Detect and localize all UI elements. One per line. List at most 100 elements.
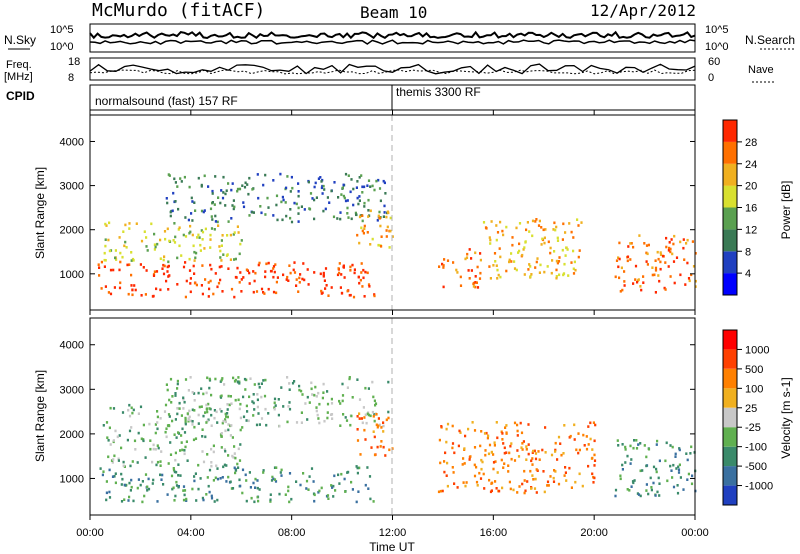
heatmap-cell: [145, 245, 148, 248]
heatmap-cell: [279, 172, 282, 176]
heatmap-cell: [152, 447, 155, 451]
heatmap-cell: [166, 265, 169, 269]
heatmap-cell: [343, 477, 346, 481]
heatmap-cell: [236, 462, 239, 466]
heatmap-cell: [289, 208, 292, 211]
heatmap-cell: [332, 484, 335, 488]
heatmap-cell: [342, 183, 345, 187]
heatmap-cell: [269, 498, 272, 502]
heatmap-cell: [587, 464, 590, 468]
heatmap-cell: [543, 490, 546, 494]
heatmap-cell: [262, 291, 265, 294]
heatmap-cell: [188, 409, 191, 413]
heatmap-cell: [363, 224, 366, 228]
heatmap-cell: [195, 283, 198, 287]
heatmap-cell: [355, 465, 358, 468]
heatmap-cell: [103, 265, 106, 268]
heatmap-cell: [314, 385, 317, 389]
heatmap-cell: [502, 442, 505, 445]
heatmap-cell: [119, 260, 122, 264]
colorbar-tick-label: 16: [745, 203, 757, 215]
heatmap-cell: [638, 234, 641, 237]
heatmap-cell: [175, 436, 178, 439]
heatmap-cell: [273, 466, 277, 469]
heatmap-cell: [219, 380, 222, 383]
heatmap-cell: [130, 273, 133, 277]
heatmap-cell: [452, 471, 455, 474]
heatmap-cell: [642, 281, 645, 284]
heatmap-cell: [199, 249, 202, 252]
heatmap-cell: [236, 266, 239, 270]
heatmap-cell: [238, 478, 241, 482]
cpid-segment-2: themis 3300 RF: [396, 85, 481, 99]
heatmap-cell: [121, 255, 124, 259]
heatmap-cell: [241, 491, 244, 495]
heatmap-cell: [243, 377, 247, 381]
heatmap-cell: [379, 224, 382, 228]
heatmap-cell: [122, 230, 125, 233]
heatmap-cell: [207, 484, 210, 488]
heatmap-cell: [295, 421, 299, 424]
heatmap-cell: [581, 484, 584, 488]
heatmap-cell: [287, 405, 290, 408]
power-colorbar-label: Power [dB]: [779, 181, 793, 240]
heatmap-cell: [293, 201, 296, 205]
heatmap-cell: [673, 281, 676, 285]
heatmap-cell: [329, 413, 333, 416]
heatmap-cell: [188, 415, 191, 419]
heatmap-cell: [521, 482, 524, 486]
heatmap-cell: [367, 487, 370, 490]
heatmap-cell: [207, 185, 210, 188]
heatmap-cell: [488, 478, 491, 482]
heatmap-cell: [535, 218, 538, 221]
heatmap-cell: [665, 236, 668, 240]
heatmap-cell: [206, 376, 209, 380]
heatmap-cell: [193, 250, 196, 254]
heatmap-cell: [260, 382, 263, 385]
heatmap-cell: [624, 445, 627, 449]
heatmap-cell: [180, 254, 183, 257]
heatmap-cell: [249, 377, 252, 380]
heatmap-cell: [640, 288, 643, 292]
heatmap-cell: [520, 446, 523, 449]
heatmap-cell: [342, 413, 345, 416]
heatmap-cell: [202, 392, 205, 396]
heatmap-cell: [156, 242, 159, 246]
heatmap-cell: [468, 458, 471, 461]
heatmap-cell: [377, 243, 380, 247]
heatmap-cell: [137, 478, 140, 481]
heatmap-cell: [298, 384, 301, 388]
heatmap-cell: [687, 277, 691, 280]
heatmap-cell: [210, 464, 213, 468]
heatmap-cell: [367, 283, 371, 286]
heatmap-cell: [210, 393, 213, 397]
heatmap-cell: [317, 417, 320, 420]
heatmap-cell: [288, 401, 291, 404]
heatmap-cell: [185, 497, 188, 501]
heatmap-cell: [629, 258, 632, 261]
heatmap-cell: [200, 183, 203, 187]
heatmap-cell: [189, 224, 192, 228]
heatmap-cell: [659, 267, 662, 271]
heatmap-cell: [674, 455, 677, 458]
heatmap-cell: [297, 212, 300, 215]
heatmap-cell: [194, 437, 198, 440]
y-tick-label: 1000: [60, 473, 84, 485]
heatmap-cell: [144, 456, 147, 459]
heatmap-cell: [479, 271, 482, 275]
heatmap-cell: [326, 411, 329, 414]
heatmap-cell: [118, 268, 121, 272]
heatmap-cell: [227, 394, 230, 398]
heatmap-cell: [200, 405, 203, 408]
heatmap-cell: [252, 211, 255, 214]
heatmap-cell: [373, 399, 376, 403]
heatmap-cell: [501, 229, 504, 233]
heatmap-cell: [184, 416, 187, 420]
heatmap-cell: [618, 276, 621, 280]
heatmap-cell: [173, 241, 177, 244]
heatmap-cell: [359, 278, 362, 282]
freq-tick-high: 18: [68, 56, 80, 68]
heatmap-cell: [530, 487, 533, 490]
heatmap-cell: [242, 415, 246, 419]
heatmap-cell: [650, 486, 653, 489]
